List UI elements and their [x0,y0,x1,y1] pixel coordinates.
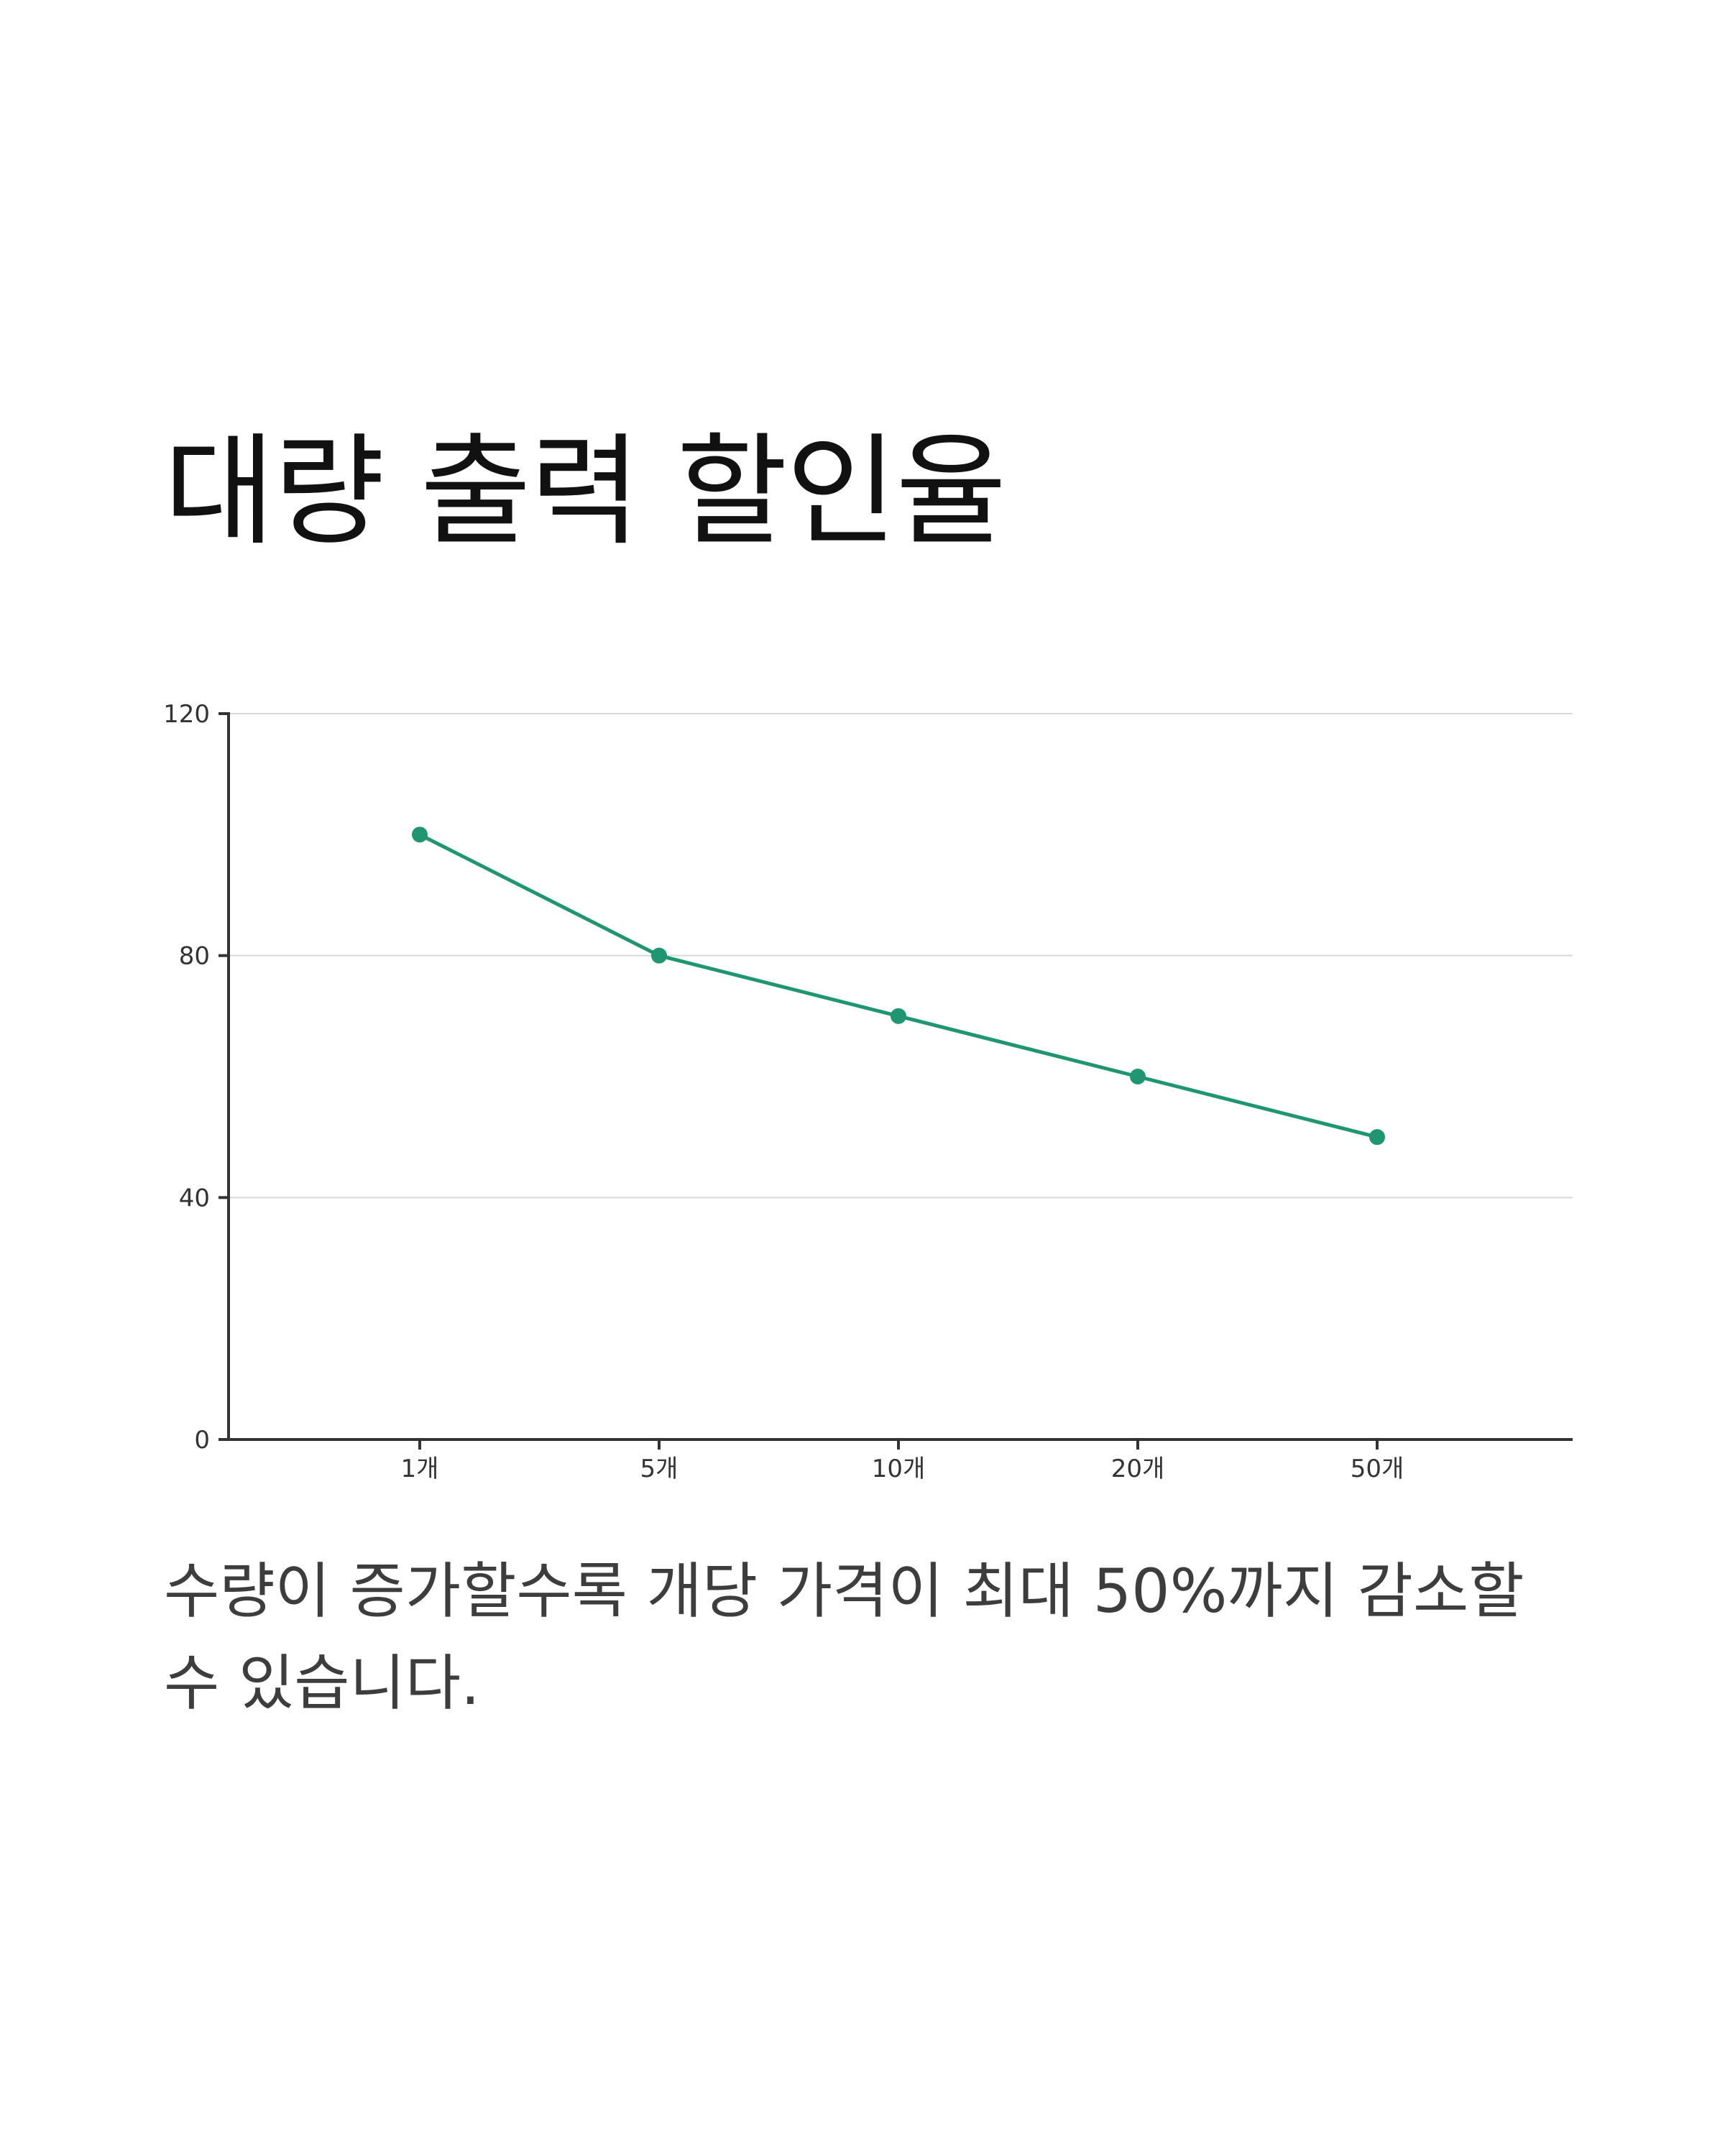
data-points [412,826,1385,1146]
data-point [412,826,428,843]
data-point [1369,1129,1385,1146]
page-title: 대량 출력 할인율 [164,421,1007,562]
y-tick-label: 80 [179,942,210,971]
x-tick-label: 5개 [640,1455,678,1483]
y-tick-label: 40 [179,1184,210,1212]
x-tick-label: 1개 [401,1455,439,1483]
data-point [651,947,667,964]
y-tick-label: 120 [163,700,210,729]
gridlines [229,713,1573,1199]
data-point [1130,1069,1146,1084]
x-tick-label: 10개 [872,1455,926,1483]
y-tick-label: 0 [194,1426,210,1455]
chart-description: 수량이 증가할수록 개당 가격이 최대 50%까지 감소할 수 있습니다. [164,1556,1524,1718]
x-tick-label: 50개 [1351,1455,1404,1483]
x-axis: 1개 5개 10개 20개 50개 [227,1438,1573,1483]
series-line [418,832,1379,1139]
x-tick-label: 20개 [1111,1455,1165,1483]
y-axis: 0 40 80 120 [163,700,230,1455]
data-point [891,1008,906,1024]
series-line-layer [418,832,1379,1139]
